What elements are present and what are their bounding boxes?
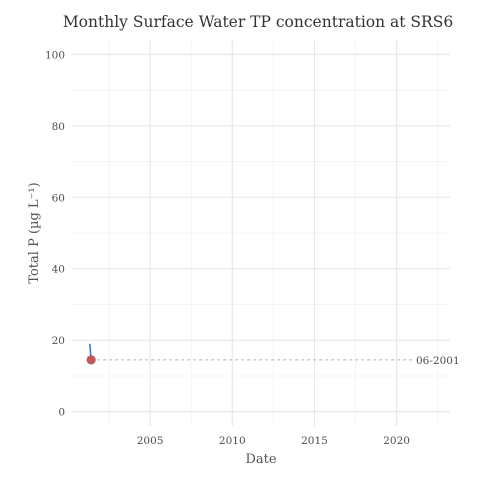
- grid: [72, 40, 450, 426]
- x-tick-label: 2010: [219, 435, 246, 447]
- series-layer: [86, 343, 96, 365]
- x-tick-label: 2015: [301, 435, 328, 447]
- x-axis-ticks: 2005 2010 2015 2020: [137, 435, 410, 447]
- x-tick-label: 2005: [137, 435, 164, 447]
- x-tick-label: 2020: [383, 435, 410, 447]
- y-tick-label: 80: [52, 121, 65, 133]
- reference-line-label: 06-2001: [416, 355, 460, 367]
- y-tick-label: 60: [52, 192, 65, 204]
- chart-title: Monthly Surface Water TP concentration a…: [63, 13, 453, 31]
- y-tick-label: 40: [52, 264, 65, 276]
- y-tick-label: 20: [52, 335, 65, 347]
- x-axis-title: Date: [245, 452, 276, 467]
- y-tick-label: 0: [58, 407, 65, 419]
- y-axis-ticks: 0 20 40 60 80 100: [45, 49, 65, 418]
- reference-line-group: 06-2001: [91, 355, 460, 367]
- data-point: [86, 355, 96, 365]
- y-tick-label: 100: [45, 49, 65, 61]
- y-axis-title: Total P (µg L⁻¹): [27, 182, 42, 283]
